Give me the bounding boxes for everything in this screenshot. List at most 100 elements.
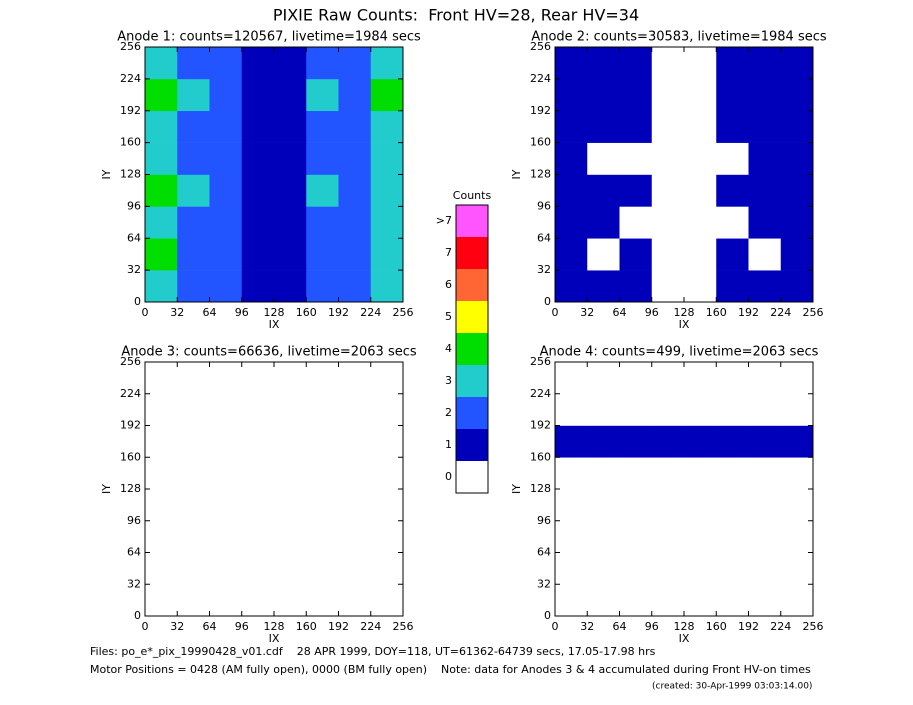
heatmap-cell (716, 47, 749, 80)
heatmap-cell (209, 270, 243, 303)
heatmap-cell (338, 174, 372, 207)
heatmap-cell (338, 206, 372, 239)
heatmap-cell (587, 78, 620, 112)
heatmap-cell (555, 78, 588, 112)
x-tick-label: 0 (142, 306, 149, 319)
heatmap-cell (716, 174, 749, 207)
heatmap-cell (748, 142, 782, 175)
heatmap-cell (306, 584, 339, 617)
heatmap-cell (684, 362, 717, 395)
y-tick-label: 160 (530, 450, 551, 463)
heatmap-cell (555, 47, 588, 80)
heatmap-cell (748, 238, 782, 271)
heatmap-cell (306, 206, 339, 239)
y-tick-label: 0 (134, 295, 141, 308)
y-tick-label: 96 (537, 514, 551, 527)
heatmap-cell (306, 362, 339, 395)
heatmap-cell (274, 206, 307, 239)
heatmap-cell (209, 393, 243, 426)
heatmap-cell (306, 552, 339, 585)
heatmap-cell (651, 270, 685, 303)
heatmap-cell (177, 47, 210, 80)
heatmap-cell (209, 142, 243, 175)
heatmap-cell (684, 457, 717, 490)
heatmap-cell (587, 425, 620, 458)
heatmap-cell (716, 206, 749, 239)
heatmap-cell (651, 78, 685, 112)
heatmap-cell (274, 520, 307, 553)
heatmap-cell (780, 584, 814, 617)
heatmap-cell (619, 362, 653, 395)
x-tick-label: 64 (613, 306, 627, 319)
heatmap-cell (780, 457, 814, 490)
heatmap-cell (241, 425, 275, 458)
heatmap-cell (619, 584, 653, 617)
heatmap-cell (306, 78, 339, 112)
y-tick-label: 224 (120, 387, 141, 400)
heatmap-cell (555, 142, 588, 175)
heatmap-cell (306, 110, 339, 143)
heatmap-cell (145, 142, 178, 175)
heatmap-cell (370, 362, 404, 395)
x-tick-label: 96 (235, 620, 249, 633)
heatmap-cell (177, 174, 210, 207)
heatmap-cell (209, 425, 243, 458)
heatmap-cell (748, 457, 782, 490)
colorbar-label: 0 (445, 470, 452, 483)
colorbar-swatch (456, 301, 488, 333)
heatmap-cell (241, 489, 275, 522)
heatmap-cell (716, 520, 749, 553)
heatmap-cell (370, 142, 404, 175)
y-tick-label: 0 (134, 609, 141, 622)
heatmap-cell (555, 270, 588, 303)
x-tick-label: 160 (706, 306, 727, 319)
heatmap-cell (684, 489, 717, 522)
heatmap-cell (177, 584, 210, 617)
heatmap-cell (651, 142, 685, 175)
y-tick-label: 192 (530, 104, 551, 117)
heatmap-cell (177, 393, 210, 426)
heatmap-cell (619, 457, 653, 490)
heatmap-cell (780, 206, 814, 239)
colorbar-swatch (456, 397, 488, 429)
heatmap-cell (145, 206, 178, 239)
heatmap-cell (555, 552, 588, 585)
colorbar-label: 1 (445, 438, 452, 451)
heatmap-cell (274, 457, 307, 490)
y-tick-label: 128 (530, 168, 551, 181)
heatmap-cell (177, 362, 210, 395)
heatmap-cell (274, 110, 307, 143)
heatmap-cell (370, 489, 404, 522)
y-tick-label: 160 (120, 450, 141, 463)
heatmap-cell (651, 457, 685, 490)
heatmap-cell (780, 47, 814, 80)
heatmap-cell (306, 520, 339, 553)
heatmap-cell (338, 393, 372, 426)
heatmap-cell (338, 457, 372, 490)
y-axis-label: IY (100, 169, 113, 179)
heatmap-cell (145, 425, 178, 458)
heatmap-cell (209, 457, 243, 490)
heatmap-cell (241, 552, 275, 585)
heatmap-cell (555, 457, 588, 490)
heatmap-cell (370, 584, 404, 617)
heatmap-cell (177, 552, 210, 585)
y-tick-label: 64 (127, 231, 141, 244)
x-tick-label: 160 (296, 306, 317, 319)
y-tick-label: 128 (120, 168, 141, 181)
heatmap-cell (684, 520, 717, 553)
heatmap-cell (370, 552, 404, 585)
heatmap-cell (274, 552, 307, 585)
heatmap-cell (370, 47, 404, 80)
heatmap-cell (145, 362, 178, 395)
y-tick-label: 32 (537, 263, 551, 276)
heatmap-cell (587, 47, 620, 80)
x-tick-label: 192 (738, 620, 759, 633)
heatmap-cell (241, 206, 275, 239)
heatmap-cell (555, 110, 588, 143)
heatmap-cell (684, 174, 717, 207)
heatmap-cell (780, 142, 814, 175)
x-tick-label: 224 (360, 620, 381, 633)
heatmap-cell (274, 270, 307, 303)
